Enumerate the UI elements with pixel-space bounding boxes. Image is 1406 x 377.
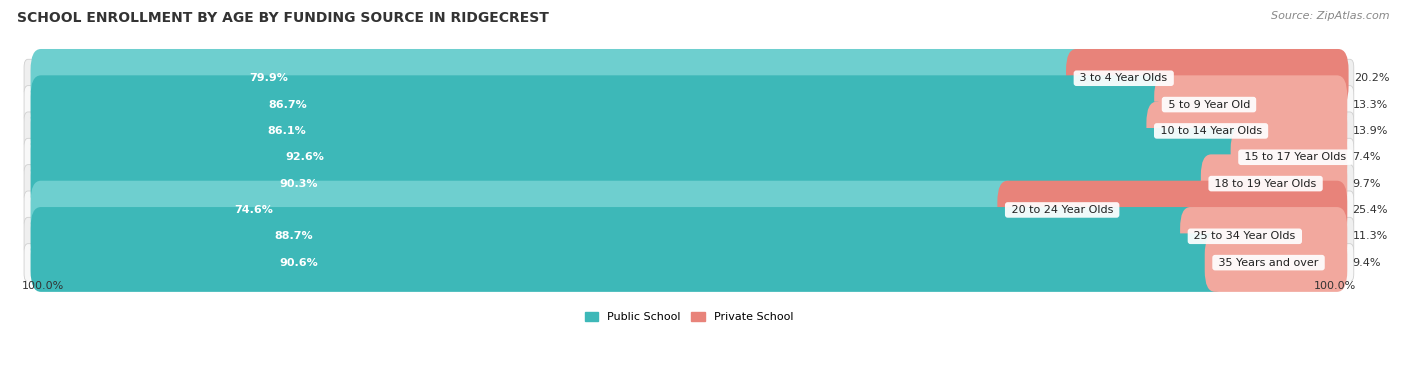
FancyBboxPatch shape (24, 59, 1354, 97)
Text: 9.4%: 9.4% (1353, 257, 1381, 268)
Text: 3 to 4 Year Olds: 3 to 4 Year Olds (1077, 73, 1171, 83)
FancyBboxPatch shape (31, 154, 1222, 213)
FancyBboxPatch shape (31, 102, 1167, 160)
FancyBboxPatch shape (1201, 154, 1347, 213)
FancyBboxPatch shape (1205, 233, 1347, 292)
Text: 90.6%: 90.6% (280, 257, 319, 268)
Text: 7.4%: 7.4% (1353, 152, 1381, 162)
FancyBboxPatch shape (24, 138, 1354, 176)
FancyBboxPatch shape (1146, 102, 1347, 160)
FancyBboxPatch shape (997, 181, 1347, 239)
FancyBboxPatch shape (24, 244, 1354, 282)
Text: 86.1%: 86.1% (267, 126, 305, 136)
FancyBboxPatch shape (24, 217, 1354, 255)
Text: 25 to 34 Year Olds: 25 to 34 Year Olds (1191, 231, 1299, 241)
Text: 79.9%: 79.9% (249, 73, 288, 83)
Text: 92.6%: 92.6% (285, 152, 325, 162)
Text: 74.6%: 74.6% (235, 205, 273, 215)
Text: 5 to 9 Year Old: 5 to 9 Year Old (1164, 100, 1253, 110)
Text: 20 to 24 Year Olds: 20 to 24 Year Olds (1008, 205, 1116, 215)
Text: Source: ZipAtlas.com: Source: ZipAtlas.com (1271, 11, 1389, 21)
Text: 9.7%: 9.7% (1353, 179, 1381, 188)
Text: 35 Years and over: 35 Years and over (1215, 257, 1322, 268)
FancyBboxPatch shape (31, 181, 1018, 239)
Text: 86.7%: 86.7% (269, 100, 308, 110)
Text: 20.2%: 20.2% (1354, 73, 1389, 83)
FancyBboxPatch shape (31, 128, 1251, 187)
FancyBboxPatch shape (1154, 75, 1347, 134)
FancyBboxPatch shape (24, 112, 1354, 150)
FancyBboxPatch shape (31, 233, 1226, 292)
FancyBboxPatch shape (31, 207, 1201, 265)
Legend: Public School, Private School: Public School, Private School (581, 307, 797, 326)
Text: 18 to 19 Year Olds: 18 to 19 Year Olds (1211, 179, 1320, 188)
Text: 13.9%: 13.9% (1353, 126, 1388, 136)
Text: 88.7%: 88.7% (274, 231, 314, 241)
Text: 11.3%: 11.3% (1353, 231, 1388, 241)
FancyBboxPatch shape (31, 75, 1175, 134)
FancyBboxPatch shape (24, 191, 1354, 229)
Text: 90.3%: 90.3% (280, 179, 318, 188)
Text: SCHOOL ENROLLMENT BY AGE BY FUNDING SOURCE IN RIDGECREST: SCHOOL ENROLLMENT BY AGE BY FUNDING SOUR… (17, 11, 548, 25)
FancyBboxPatch shape (1180, 207, 1347, 265)
FancyBboxPatch shape (24, 86, 1354, 124)
Text: 13.3%: 13.3% (1353, 100, 1388, 110)
FancyBboxPatch shape (1066, 49, 1348, 107)
Text: 25.4%: 25.4% (1353, 205, 1388, 215)
FancyBboxPatch shape (24, 165, 1354, 202)
FancyBboxPatch shape (1230, 128, 1347, 187)
Text: 100.0%: 100.0% (1315, 280, 1357, 291)
FancyBboxPatch shape (31, 49, 1087, 107)
Text: 10 to 14 Year Olds: 10 to 14 Year Olds (1157, 126, 1265, 136)
Text: 100.0%: 100.0% (21, 280, 63, 291)
Text: 15 to 17 Year Olds: 15 to 17 Year Olds (1241, 152, 1350, 162)
